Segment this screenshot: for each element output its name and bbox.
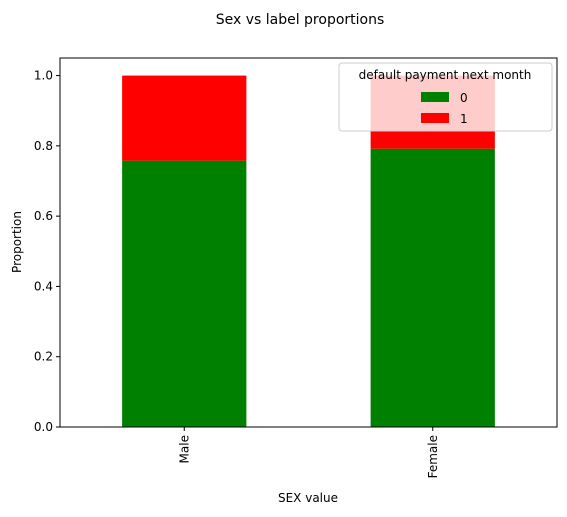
legend-swatch-0 [421, 92, 449, 102]
legend-title: default payment next month [359, 68, 532, 82]
y-tick-label: 0.8 [34, 139, 53, 153]
bar-male-series-1 [122, 75, 247, 161]
legend-label-0: 0 [460, 91, 468, 105]
bar-female-series-0 [370, 148, 495, 427]
y-axis: 0.0 0.2 0.4 0.6 0.8 1.0 [34, 69, 60, 434]
y-tick-label: 0.4 [34, 279, 53, 293]
y-axis-label: Proportion [10, 211, 24, 273]
y-tick-label: 1.0 [34, 69, 53, 83]
chart-title: Sex vs label proportions [216, 12, 385, 28]
y-tick-label: 0.0 [34, 420, 53, 434]
legend: default payment next month 0 1 [338, 62, 553, 132]
legend-swatch-1 [421, 113, 449, 123]
y-tick-label: 0.6 [34, 209, 53, 223]
x-axis-label: SEX value [278, 491, 338, 505]
x-tick-label-male: Male [177, 435, 191, 463]
bar-male-series-0 [122, 160, 247, 428]
x-tick-label-female: Female [426, 435, 440, 478]
x-axis: Male Female [177, 427, 440, 478]
plot-frame [59, 57, 558, 428]
y-tick-label: 0.2 [34, 350, 53, 364]
legend-label-1: 1 [460, 112, 468, 126]
